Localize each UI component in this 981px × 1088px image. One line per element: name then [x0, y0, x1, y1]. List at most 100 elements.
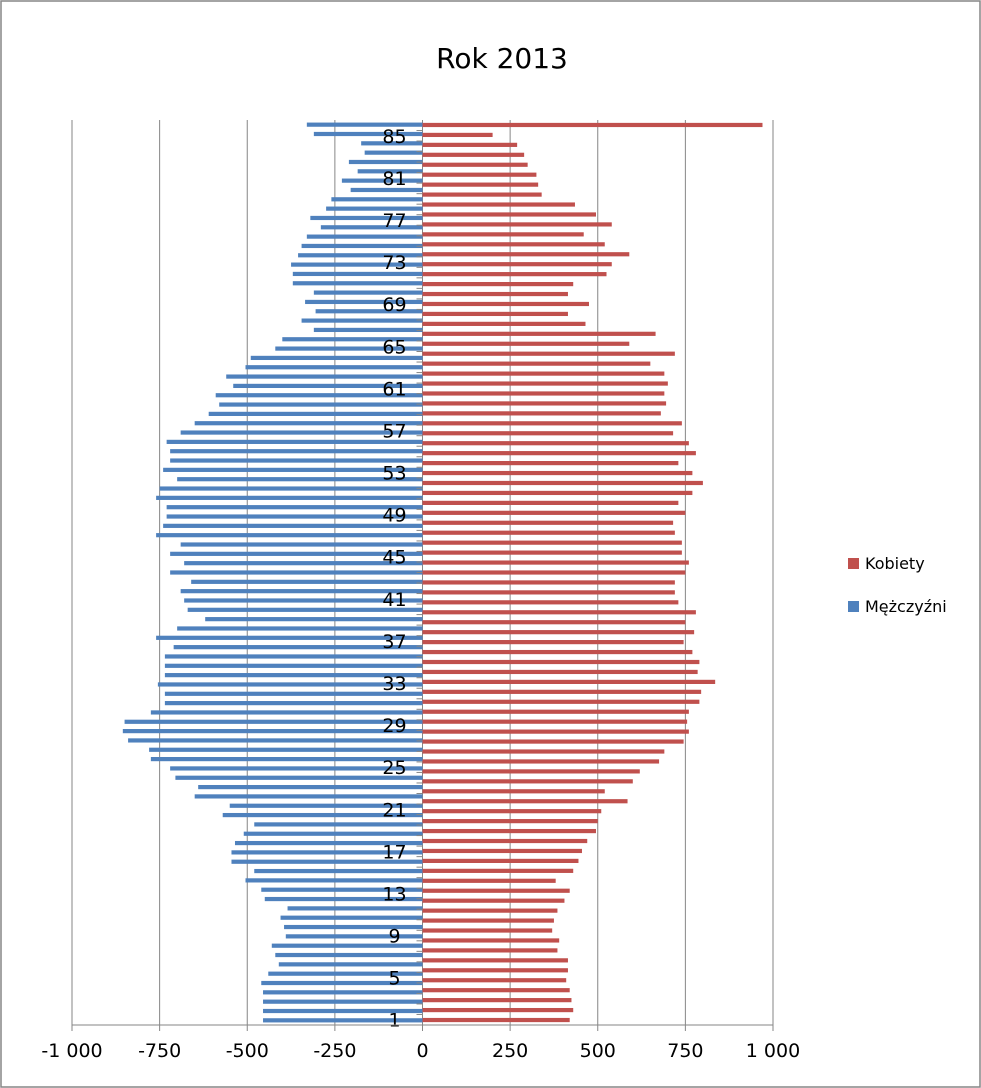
bar-mezczyzni-15	[261, 887, 423, 892]
bar-mezczyzni-22	[254, 822, 423, 827]
bar-kobiety-64	[422, 391, 665, 396]
age-label-77: 77	[382, 210, 406, 232]
bar-kobiety-11	[422, 918, 554, 923]
age-label-69: 69	[382, 294, 406, 316]
bar-mezczyzni-55	[166, 514, 423, 519]
bar-kobiety-67	[422, 361, 651, 366]
age-label-29: 29	[382, 715, 406, 737]
bar-mezczyzni-93	[348, 159, 423, 165]
bar-mezczyzni-83	[298, 253, 423, 258]
bar-kobiety-41	[422, 620, 686, 625]
age-label-65: 65	[382, 336, 406, 358]
bar-kobiety-62	[422, 411, 661, 416]
bar-kobiety-89	[422, 142, 518, 147]
bar-kobiety-16	[422, 868, 574, 873]
bar-mezczyzni-72	[250, 355, 423, 361]
bar-kobiety-81	[422, 222, 612, 227]
age-label-5: 5	[388, 968, 400, 990]
bar-mezczyzni-73	[275, 346, 423, 351]
bar-mezczyzni-86	[320, 225, 423, 230]
bar-kobiety-65	[422, 381, 668, 386]
bar-mezczyzni-20	[234, 840, 423, 846]
age-label-61: 61	[382, 378, 406, 400]
bar-mezczyzni-42	[156, 635, 423, 640]
bar-mezczyzni-85	[306, 234, 423, 239]
bar-kobiety-70	[422, 331, 656, 336]
bar-mezczyzni-43	[177, 626, 423, 631]
chart-title: Rok 2013	[436, 42, 568, 75]
bar-mezczyzni-46	[184, 598, 423, 603]
bar-mezczyzni-32	[122, 729, 423, 734]
bar-kobiety-88	[422, 152, 525, 157]
bar-mezczyzni-8	[275, 952, 423, 958]
bar-kobiety-60	[422, 431, 674, 436]
bar-kobiety-51	[422, 520, 674, 525]
bar-kobiety-9	[422, 938, 560, 943]
bar-kobiety-79	[422, 242, 605, 247]
bar-mezczyzni-29	[150, 756, 423, 762]
legend-label-mezczyzni: Mężczyźni	[865, 597, 947, 616]
bar-mezczyzni-53	[156, 533, 423, 538]
bar-mezczyzni-78	[305, 299, 423, 305]
x-tick-label-0: -1 000	[41, 1040, 102, 1062]
bar-mezczyzni-47	[180, 589, 423, 594]
bar-kobiety-49	[422, 540, 682, 545]
bar-kobiety-28	[422, 749, 665, 754]
bar-kobiety-53	[422, 500, 679, 505]
bar-kobiety-66	[422, 371, 665, 376]
bar-mezczyzni-40	[164, 654, 423, 659]
age-label-33: 33	[382, 673, 406, 695]
bar-kobiety-10	[422, 928, 553, 933]
bar-mezczyzni-84	[301, 243, 423, 249]
bar-kobiety-77	[422, 262, 612, 267]
bar-kobiety-12	[422, 908, 558, 913]
bar-kobiety-6	[422, 968, 568, 973]
bar-mezczyzni-94	[364, 150, 423, 155]
bar-mezczyzni-74	[282, 337, 423, 342]
bar-mezczyzni-54	[163, 523, 423, 528]
bar-kobiety-29	[422, 739, 684, 744]
bar-kobiety-20	[422, 828, 596, 834]
bar-kobiety-23	[422, 799, 628, 804]
bars	[122, 122, 763, 1023]
bar-mezczyzni-11	[284, 924, 423, 930]
bar-mezczyzni-64	[180, 430, 423, 435]
age-label-53: 53	[382, 463, 406, 485]
bar-kobiety-83	[422, 202, 575, 207]
bar-kobiety-22	[422, 809, 602, 814]
x-tick-label-3: -250	[313, 1040, 356, 1062]
bar-kobiety-63	[422, 401, 667, 406]
bar-kobiety-24	[422, 789, 605, 794]
bar-mezczyzni-27	[175, 775, 423, 780]
bar-kobiety-50	[422, 530, 675, 535]
bar-mezczyzni-10	[285, 934, 423, 939]
bar-mezczyzni-45	[187, 607, 423, 612]
bar-mezczyzni-66	[208, 411, 423, 416]
bar-mezczyzni-95	[361, 141, 423, 146]
bar-kobiety-39	[422, 640, 684, 645]
bar-kobiety-87	[422, 162, 528, 167]
bar-kobiety-47	[422, 560, 689, 565]
bar-kobiety-91	[422, 122, 763, 128]
bar-kobiety-34	[422, 689, 702, 694]
bar-mezczyzni-92	[357, 169, 423, 174]
bar-mezczyzni-50	[184, 561, 423, 566]
bar-kobiety-21	[422, 819, 598, 824]
bar-kobiety-48	[422, 550, 682, 555]
bar-mezczyzni-12	[280, 915, 423, 920]
age-label-41: 41	[382, 589, 406, 611]
bar-kobiety-71	[422, 321, 586, 326]
bar-kobiety-17	[422, 858, 579, 864]
bar-kobiety-46	[422, 570, 686, 575]
bar-kobiety-31	[422, 719, 688, 724]
bar-mezczyzni-97	[306, 122, 423, 127]
bar-kobiety-42	[422, 610, 696, 615]
bar-mezczyzni-39	[164, 663, 423, 668]
bar-kobiety-40	[422, 630, 695, 635]
bar-mezczyzni-1	[263, 1018, 423, 1023]
x-tick-label-5: 250	[492, 1040, 528, 1062]
age-label-17: 17	[382, 841, 406, 863]
bar-kobiety-8	[422, 948, 558, 953]
bar-mezczyzni-25	[194, 794, 423, 799]
